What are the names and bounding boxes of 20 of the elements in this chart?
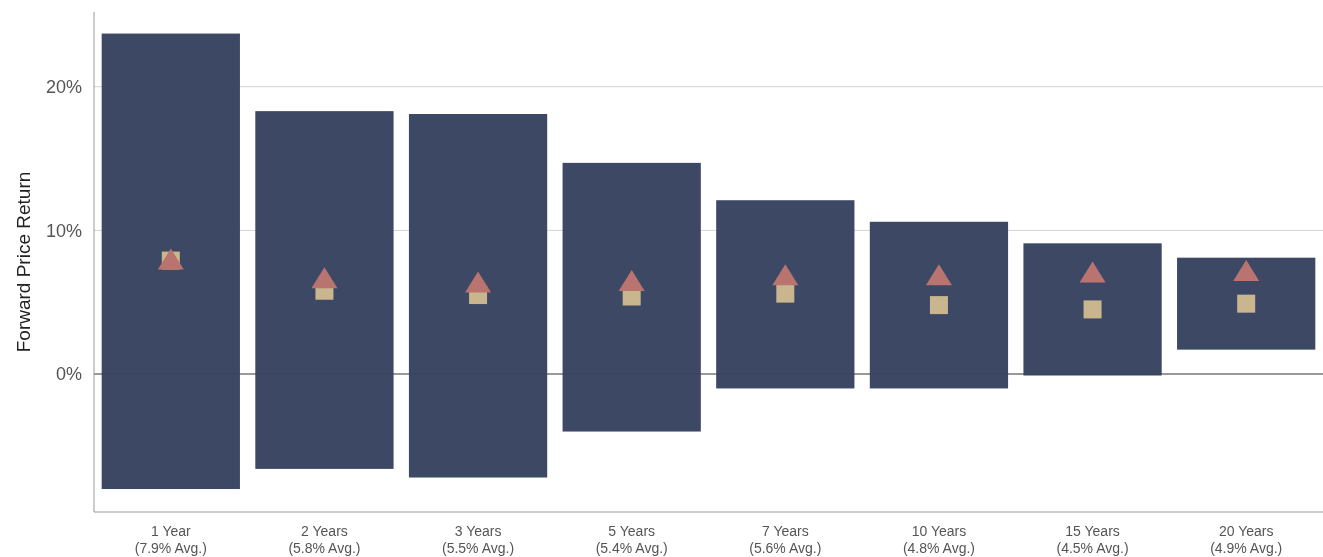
bar bbox=[716, 200, 855, 389]
bar bbox=[562, 162, 701, 432]
y-tick-label: 10% bbox=[45, 220, 82, 241]
bar bbox=[1177, 257, 1316, 350]
bar bbox=[408, 114, 548, 478]
x-tick-label: 1 Year (7.9% Avg.) bbox=[134, 523, 207, 556]
bar bbox=[255, 111, 394, 469]
x-tick-label: 15 Years (4.5% Avg.) bbox=[1056, 523, 1129, 556]
bar bbox=[869, 221, 1009, 389]
x-tick-label: 5 Years (5.4% Avg.) bbox=[595, 523, 668, 556]
y-tick-label: 20% bbox=[45, 77, 82, 98]
x-tick-label: 2 Years (5.8% Avg.) bbox=[288, 523, 361, 556]
y-tick-label: 0% bbox=[55, 364, 82, 385]
x-tick-label: 10 Years (4.8% Avg.) bbox=[902, 523, 975, 556]
x-tick-label: 3 Years (5.5% Avg.) bbox=[442, 523, 515, 556]
bar bbox=[101, 33, 240, 490]
bar bbox=[1023, 243, 1162, 376]
y-axis-title: Forward Price Return bbox=[13, 171, 34, 353]
x-tick-label: 7 Years (5.6% Avg.) bbox=[749, 523, 822, 556]
x-tick-label: 20 Years (4.9% Avg.) bbox=[1210, 523, 1283, 556]
